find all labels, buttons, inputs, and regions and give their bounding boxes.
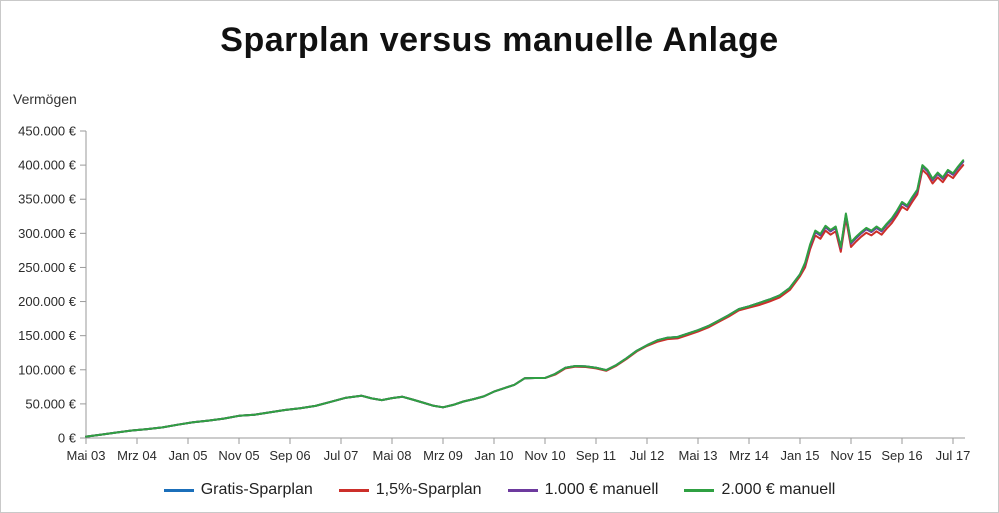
series-line-2.000 € manuell (85, 159, 965, 438)
chart-title: Sparplan versus manuelle Anlage (220, 21, 779, 59)
legend-label: 2.000 € manuell (721, 481, 836, 498)
y-tick-label: 200.000 € (18, 294, 77, 309)
legend-label: Gratis-Sparplan (200, 481, 313, 498)
legend-swatch (507, 488, 538, 492)
y-tick-label: 0 € (58, 431, 77, 446)
y-tick-label: 100.000 € (18, 362, 77, 377)
y-tick-label: 400.000 € (18, 158, 77, 173)
x-tick-label: Jan 05 (168, 448, 207, 463)
series-line-1,5%-Sparplan (85, 164, 965, 438)
y-tick-label: 450.000 € (18, 124, 77, 139)
y-tick-label: 50.000 € (25, 396, 76, 411)
y-axis-title: Vermögen (13, 91, 77, 107)
legend-swatch (338, 488, 369, 492)
series-line-1.000 € manuell (85, 160, 965, 438)
series-line-Gratis-Sparplan (85, 160, 965, 438)
x-tick-label: Mai 08 (372, 448, 411, 463)
legend-item: 1.000 € manuell (507, 481, 659, 499)
x-tick-label: Mai 03 (66, 448, 105, 463)
x-tick-label: Sep 11 (576, 448, 616, 463)
x-tick-label: Jan 15 (780, 448, 819, 463)
y-tick-label: 150.000 € (18, 328, 77, 343)
x-tick-label: Sep 16 (881, 448, 922, 463)
legend-item: Gratis-Sparplan (163, 481, 313, 499)
legend-item: 1,5%-Sparplan (338, 481, 482, 499)
x-tick-label: Nov 15 (830, 448, 871, 463)
legend-swatch (684, 488, 715, 492)
x-tick-label: Mrz 14 (729, 448, 769, 463)
legend-item: 2.000 € manuell (684, 481, 835, 499)
x-tick-label: Mai 13 (678, 448, 717, 463)
x-tick-label: Mrz 09 (423, 448, 463, 463)
x-tick-label: Jul 17 (936, 448, 971, 463)
legend: Gratis-Sparplan 1,5%-Sparplan 1.000 € manu… (1, 481, 998, 499)
x-tick-label: Sep 06 (269, 448, 310, 463)
x-tick-label: Jan 10 (474, 448, 513, 463)
legend-label: 1,5%-Sparplan (375, 481, 482, 498)
x-tick-label: Mrz 04 (117, 448, 157, 463)
x-tick-label: Jul 07 (324, 448, 359, 463)
y-tick-label: 350.000 € (18, 192, 77, 207)
y-tick-label: 300.000 € (18, 226, 77, 241)
x-tick-label: Jul 12 (630, 448, 665, 463)
x-tick-label: Nov 10 (524, 448, 565, 463)
legend-swatch (163, 488, 194, 492)
y-tick-label: 250.000 € (18, 260, 77, 275)
x-tick-label: Nov 05 (218, 448, 259, 463)
legend-label: 1.000 € manuell (544, 481, 659, 498)
